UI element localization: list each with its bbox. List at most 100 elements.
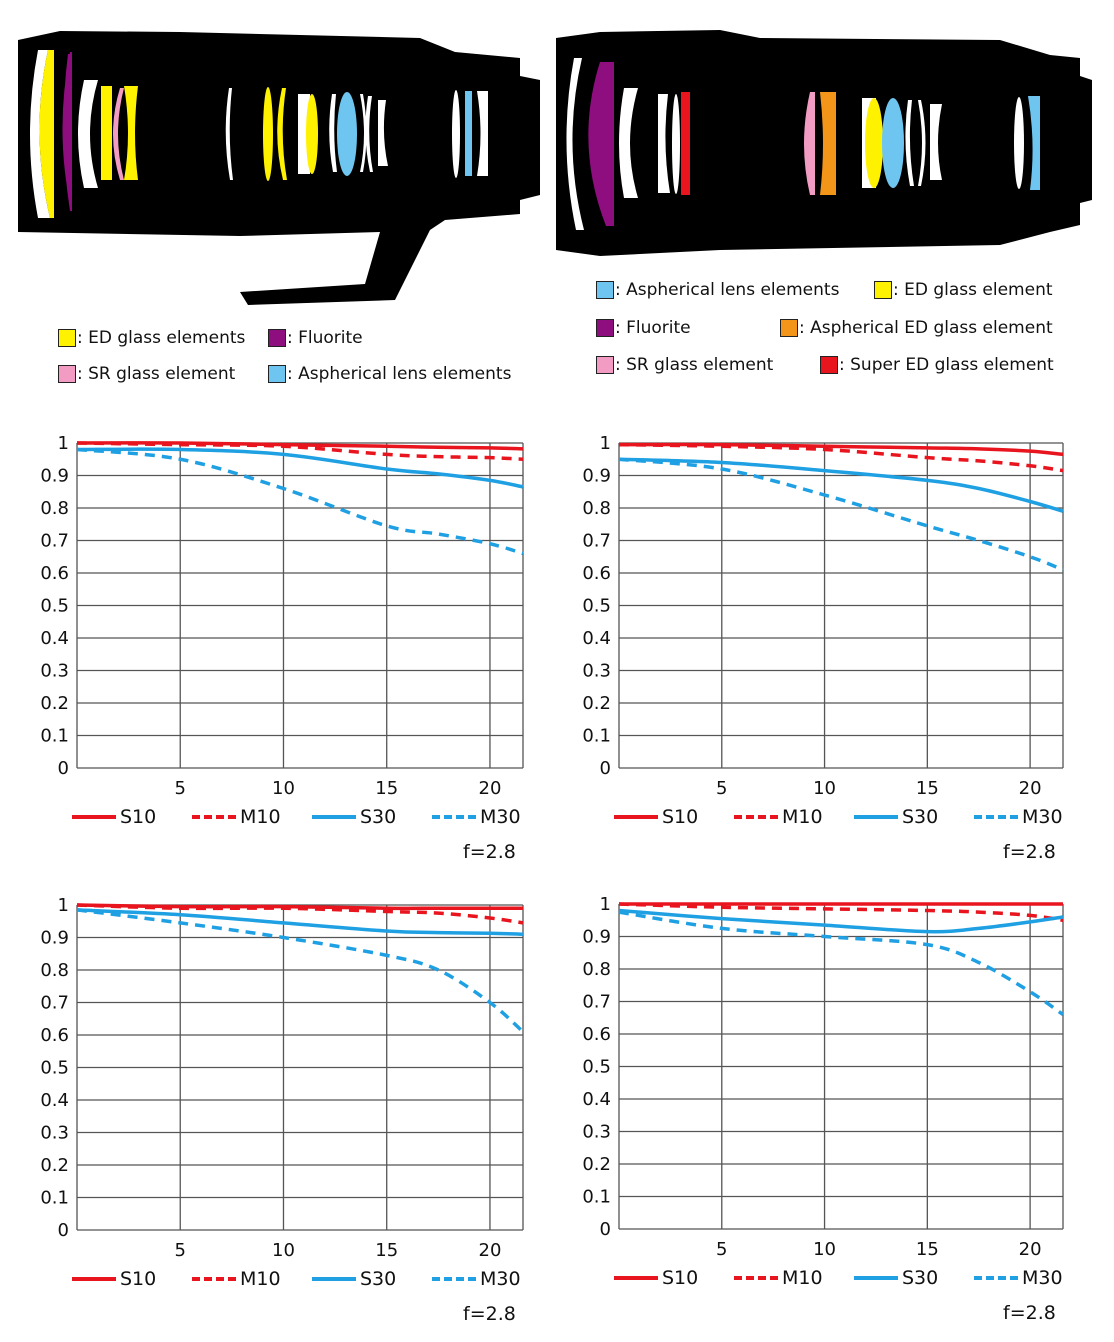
y-tick-label: 0.6 [40,563,69,584]
aperture-label: f=2.8 [463,1303,516,1325]
y-tick-label: 1 [600,433,611,454]
lens-element-aspherical [1028,96,1040,190]
lens-element-aspherical [882,98,904,188]
legend-item-aspherical: : Aspherical lens elements [596,280,839,300]
y-tick-label: 1 [58,433,69,454]
legend-label: S10 [120,806,157,828]
swatch-purple [268,329,286,347]
legend-line-swatch [974,1276,1018,1280]
aperture-label: f=2.8 [463,841,516,863]
x-tick-label: 10 [272,1240,295,1261]
lens-element-white [360,94,373,172]
legend-line-swatch [312,1277,356,1281]
lens-element-white [225,88,233,180]
series-line-m30 [76,908,525,1034]
legend-item-s10: S10 [72,1268,156,1290]
x-tick-label: 10 [813,1239,836,1260]
legend-line-swatch [72,1277,116,1281]
lens-element-white [566,58,584,230]
legend-label: : Super ED glass element [839,355,1054,375]
legend-label: S30 [902,806,939,828]
y-tick-label: 1 [600,894,611,915]
lens-element-ed [39,50,54,218]
series-line-m30 [76,447,524,556]
x-tick-label: 20 [1019,1239,1042,1260]
y-tick-label: 0.8 [582,498,611,519]
series-line-m10 [618,442,1064,473]
lens-element-aspherical-ed [820,92,836,195]
y-tick-label: 0.8 [40,498,69,519]
legend-item-m10: M10 [192,1268,281,1290]
swatch-blue [268,365,286,383]
x-tick-label: 15 [916,1239,939,1260]
legend-label: M30 [480,806,521,828]
swatch-red [820,356,838,374]
legend-item-m10: M10 [734,1267,823,1289]
legend-item-m10: M10 [192,806,281,828]
x-tick-label: 5 [175,778,186,799]
legend-line-swatch [974,815,1018,819]
legend-item-ed-glass: : ED glass element [874,280,1053,300]
legend-label: M10 [782,1267,823,1289]
y-tick-label: 0.2 [40,693,69,714]
x-tick-label: 20 [479,1240,502,1261]
lens-element-aspherical [465,91,472,176]
y-tick-label: 0.4 [40,628,69,649]
legend-line-swatch [312,815,356,819]
y-tick-label: 0.9 [582,927,611,948]
legend-label: S30 [360,1268,397,1290]
y-tick-label: 0.1 [40,726,69,747]
y-tick-label: 0.5 [40,596,69,617]
legend-label: : SR glass element [77,364,236,384]
x-tick-label: 15 [375,1240,398,1261]
y-tick-label: 0.5 [582,1057,611,1078]
y-tick-label: 0.6 [40,1025,69,1046]
lens-element-white [930,104,942,180]
x-tick-label: 10 [813,778,836,799]
legend-line-swatch [432,815,476,819]
x-tick-label: 5 [716,1239,727,1260]
lens-element-white [78,80,98,188]
legend-line-swatch [72,815,116,819]
y-tick-label: 1 [58,895,69,916]
legend-label: M30 [1022,1267,1063,1289]
series-line-m10 [76,903,524,925]
legend-item-aspherical: : Aspherical lens elements [268,364,511,384]
lens-element-white [658,94,670,193]
legend-label: : ED glass elements [77,328,246,348]
y-tick-label: 0 [600,758,611,779]
x-tick-label: 20 [479,778,502,799]
legend-item-ed-glass: : ED glass elements [58,328,245,348]
legend-item-super-ed: : Super ED glass element [820,355,1054,375]
swatch-purple [596,319,614,337]
series-line-s30 [618,908,1064,934]
legend-line-swatch [192,1277,236,1281]
lens-element-ed [865,98,883,188]
y-tick-label: 0.4 [582,628,611,649]
legend-label: S10 [120,1268,157,1290]
lens-element-white [329,94,337,172]
legend-label: M30 [1022,806,1063,828]
lens-element-white [452,90,460,178]
x-tick-label: 20 [1019,778,1042,799]
legend-item-aspherical-ed: : Aspherical ED glass element [780,318,1053,338]
swatch-blue [596,281,614,299]
y-tick-label: 0.9 [40,466,69,487]
series-line-s10 [76,903,523,911]
legend-label: : SR glass element [615,355,774,375]
swatch-orange [780,319,798,337]
y-tick-label: 0.2 [582,1154,611,1175]
y-tick-label: 0.3 [40,661,69,682]
legend-item-m10: M10 [734,806,823,828]
lens-diagram-2 [556,30,1092,256]
series-line-m10 [618,902,1064,922]
y-tick-label: 0.1 [582,1187,611,1208]
legend-line-swatch [432,1277,476,1281]
lens-element-white [477,91,488,176]
legend-label: M10 [782,806,823,828]
aperture-label: f=2.8 [1003,1302,1056,1324]
lens-element-sr [804,92,815,195]
legend-line-swatch [192,815,236,819]
y-tick-label: 0.4 [582,1089,611,1110]
